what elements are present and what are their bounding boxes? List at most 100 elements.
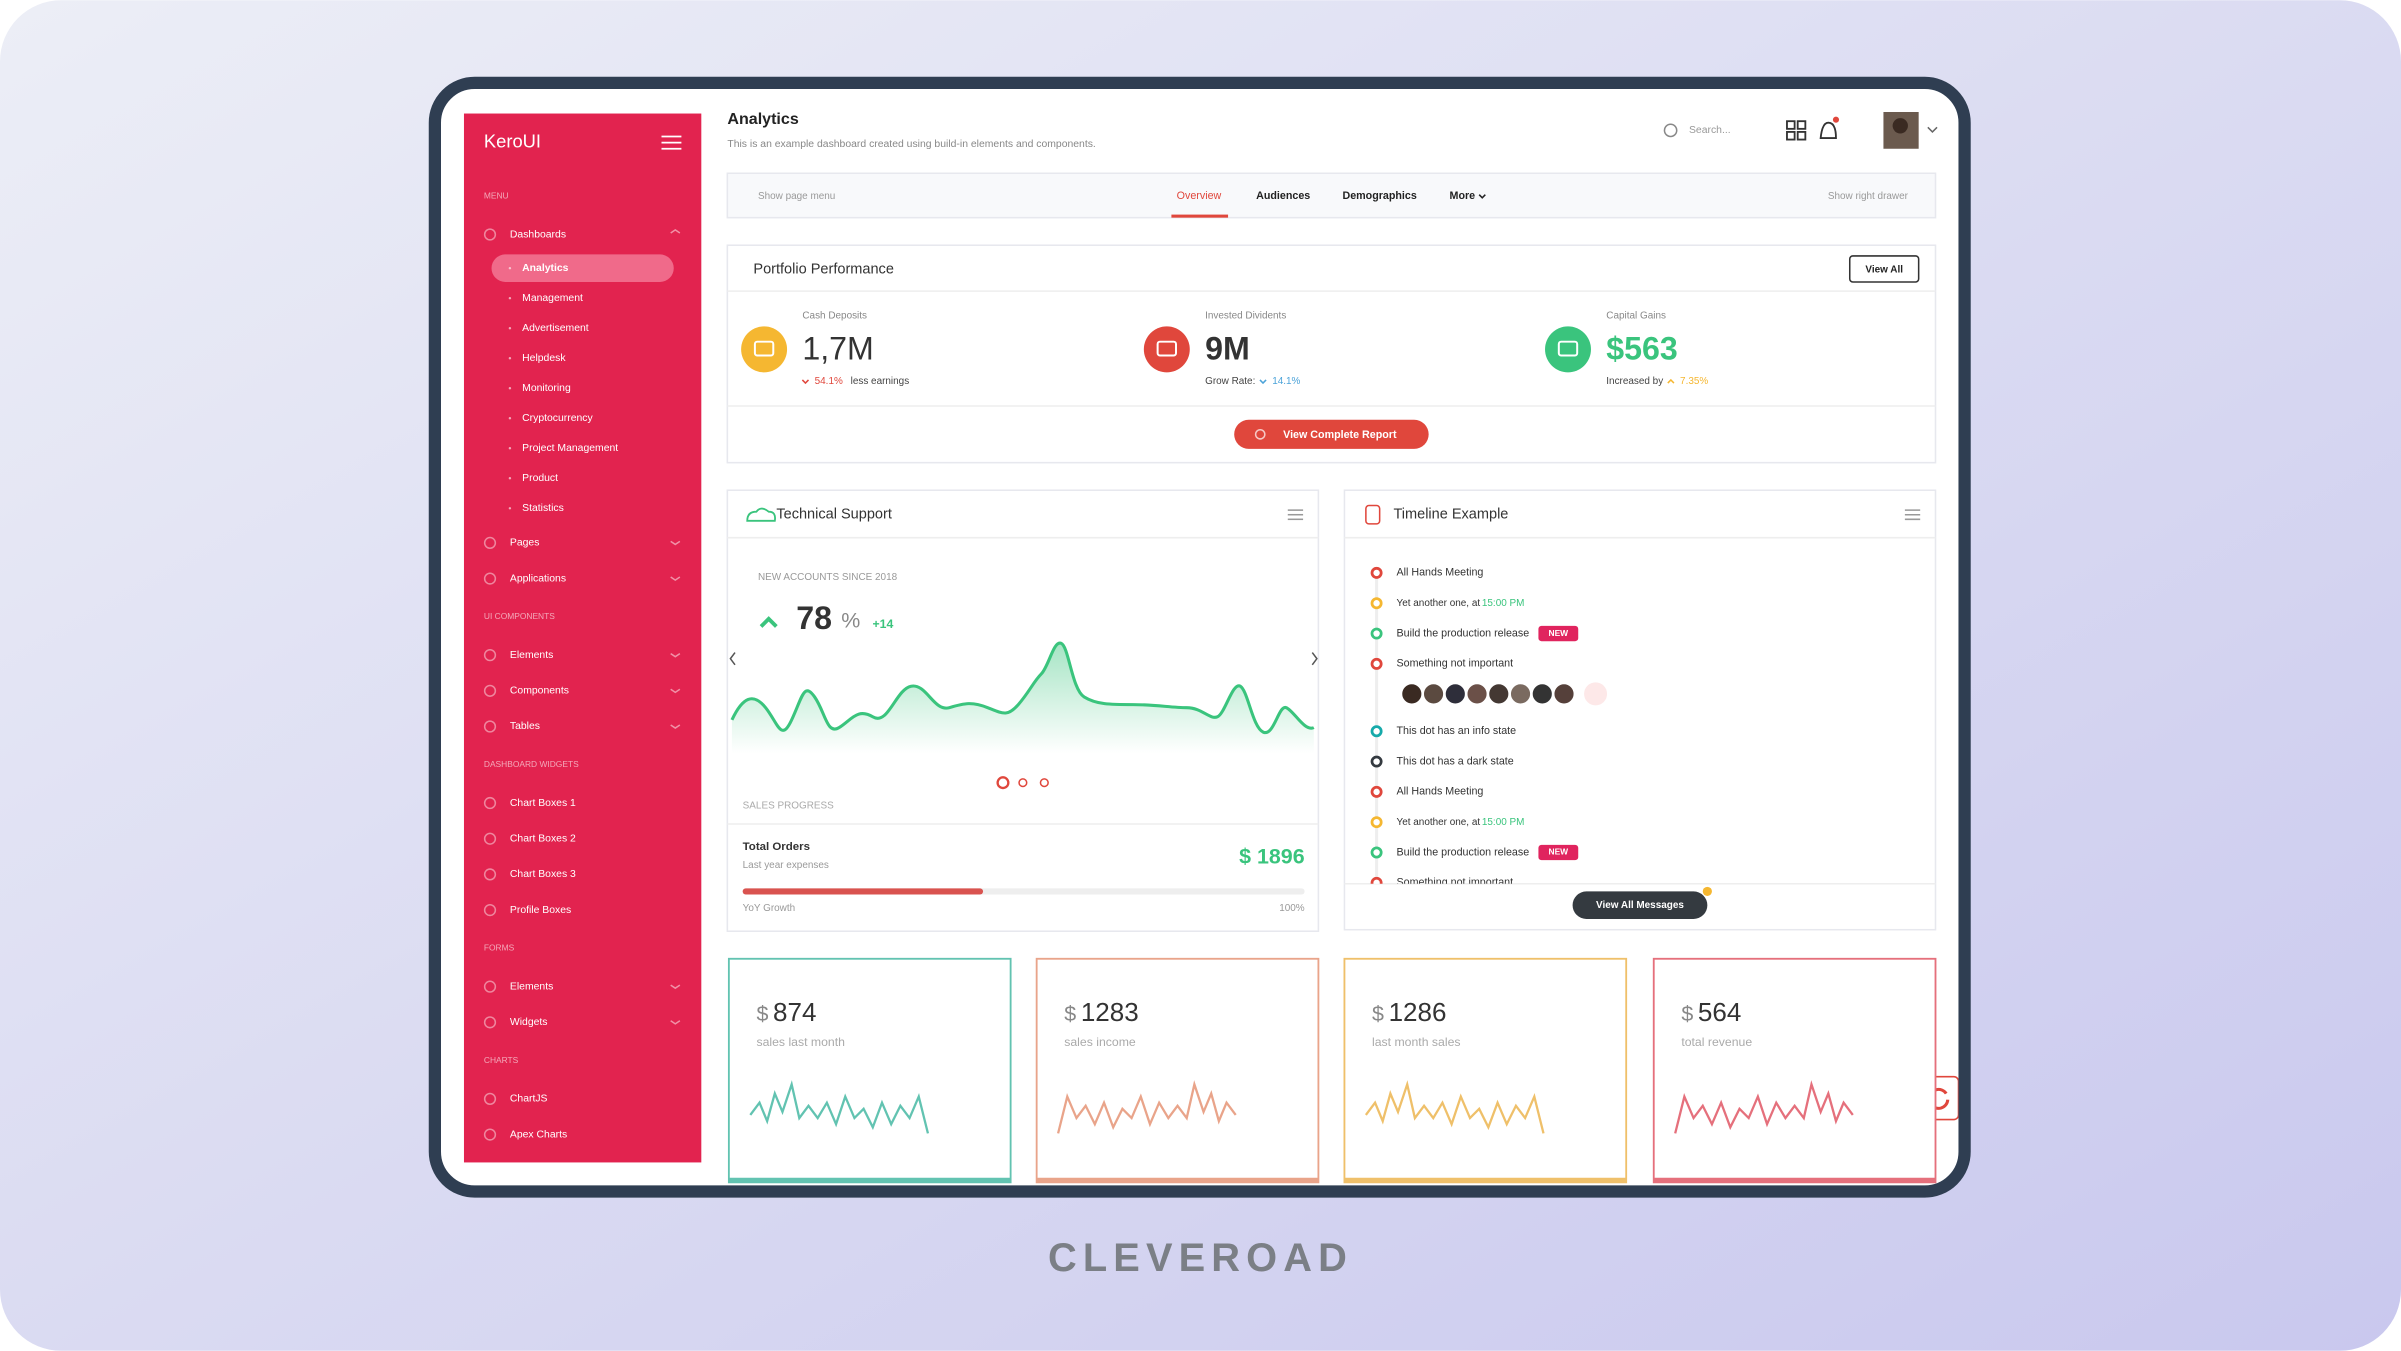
stat-value: $563 (1606, 330, 1678, 366)
stat-note: Increased by (1606, 376, 1663, 387)
next-arrow[interactable] (1311, 652, 1318, 666)
card-value: 1283 (1081, 997, 1139, 1027)
menu-item[interactable]: Dashboards (510, 229, 566, 240)
menu-chevron (670, 724, 681, 729)
timeline-time: 15:00 PM (1482, 817, 1525, 828)
menu-chevron (670, 576, 681, 582)
card-menu[interactable] (1287, 509, 1304, 521)
growth-label: YoY Growth (743, 903, 795, 914)
menu-heading: FORMS (484, 943, 515, 953)
stat-value: 9M (1205, 330, 1250, 366)
page-title: Analytics (727, 110, 798, 128)
search-input[interactable]: Search... (1689, 125, 1731, 136)
nav-right[interactable]: Show right drawer (1828, 191, 1909, 202)
menu-item[interactable]: Components (510, 686, 569, 697)
card-menu[interactable] (1904, 509, 1921, 521)
avatar (1399, 682, 1424, 706)
menu-item[interactable]: Elements (510, 981, 553, 992)
card-bottom-bar (1344, 1177, 1627, 1183)
menu-chevron (670, 688, 681, 694)
nav-tab[interactable]: Overview (1177, 190, 1222, 202)
button-label[interactable]: View All Messages (1596, 900, 1684, 911)
submenu-item[interactable]: Analytics (522, 263, 568, 274)
timeline-text: All Hands Meeting (1397, 567, 1484, 579)
menu-item[interactable]: Elements (510, 650, 553, 661)
submenu-item[interactable]: Project Management (522, 443, 618, 454)
button-label[interactable]: View All (1865, 264, 1903, 275)
trend-arrow (801, 379, 810, 385)
stat-value: 1,7M (802, 330, 873, 366)
metric-delta: +14 (873, 617, 894, 631)
timeline-dot (1370, 876, 1383, 884)
card-label: total revenue (1681, 1035, 1752, 1049)
apps-icon[interactable] (1786, 120, 1807, 141)
menu-item[interactable]: ChartJS (510, 1094, 548, 1105)
messages-button[interactable] (1572, 891, 1708, 919)
timeline-text: Something not important (1397, 877, 1514, 889)
view-all-button[interactable] (1848, 255, 1920, 283)
menu-heading: DASHBOARD WIDGETS (484, 759, 579, 769)
nav-tab[interactable]: Audiences (1256, 190, 1310, 202)
timeline-dot (1370, 785, 1383, 798)
add-avatar (1582, 680, 1609, 707)
menu-chevron (670, 652, 681, 658)
submenu-item[interactable]: Cryptocurrency (522, 413, 593, 424)
stat-label: Cash Deposits (802, 310, 867, 321)
menu-icon (483, 1092, 497, 1106)
avatar (1530, 682, 1555, 706)
submenu-item[interactable]: Statistics (522, 503, 564, 514)
report-icon (1254, 428, 1266, 440)
search-icon[interactable] (1663, 123, 1678, 138)
menu-icon (483, 796, 497, 810)
submenu-item[interactable]: Management (522, 293, 583, 304)
section-label: SALES PROGRESS (743, 800, 834, 811)
stat-change: 14.1% (1272, 376, 1300, 387)
prev-arrow[interactable] (729, 652, 736, 666)
active-tab-underline (1171, 214, 1229, 218)
submenu-item[interactable]: Advertisement (522, 323, 589, 334)
stat-icon (1545, 326, 1591, 373)
stat-icon (1143, 326, 1190, 373)
submenu-item[interactable]: Monitoring (522, 383, 571, 394)
menu-item[interactable]: Profile Boxes (510, 905, 571, 916)
menu-item[interactable]: Applications (510, 573, 566, 584)
stat-glyph (1557, 340, 1579, 357)
carousel-dot[interactable] (1039, 778, 1049, 788)
stat-card (1652, 957, 1937, 1184)
accounts-line (730, 641, 1315, 734)
avatar (1486, 682, 1511, 706)
carousel-dot[interactable] (1018, 778, 1028, 788)
screen: All Hands Meeting Yet another one, at 15:… (463, 110, 1959, 1184)
nav-left[interactable]: Show page menu (758, 191, 835, 202)
carousel-dot[interactable] (996, 776, 1010, 790)
button-dot (1702, 886, 1712, 896)
menu-item[interactable]: Chart Boxes 1 (510, 798, 576, 809)
menu-item[interactable]: Widgets (510, 1017, 548, 1028)
menu-icon (483, 832, 497, 845)
card-value: 564 (1698, 997, 1741, 1027)
bell-icon[interactable] (1819, 121, 1837, 139)
nav-tab[interactable]: More (1450, 190, 1476, 202)
card-value: 1286 (1389, 997, 1447, 1027)
active-menu-pill (491, 254, 674, 282)
submenu-item[interactable]: Product (522, 473, 558, 484)
menu-item[interactable]: Chart Boxes 2 (510, 833, 576, 844)
button-label[interactable]: View Complete Report (1283, 429, 1397, 441)
menu-item[interactable]: Pages (510, 538, 540, 549)
stat-card (727, 957, 1012, 1184)
sidebar (463, 113, 702, 1163)
menu-item[interactable]: Tables (510, 721, 540, 732)
menu-item[interactable]: Chart Boxes 3 (510, 869, 576, 880)
menu-item[interactable]: Apex Charts (510, 1129, 567, 1140)
nav-tab[interactable]: Demographics (1342, 190, 1416, 202)
hamburger[interactable] (661, 135, 682, 150)
submenu-item[interactable]: Helpdesk (522, 353, 566, 364)
card-label: last month sales (1372, 1035, 1461, 1049)
report-button[interactable] (1234, 419, 1429, 449)
timeline-text: This dot has a dark state (1397, 755, 1514, 767)
timeline-text: Build the production release (1397, 627, 1530, 639)
card-currency: $ (1372, 1002, 1384, 1026)
timeline-dot (1370, 627, 1383, 640)
badge (1538, 844, 1579, 861)
avatar (1465, 682, 1489, 706)
